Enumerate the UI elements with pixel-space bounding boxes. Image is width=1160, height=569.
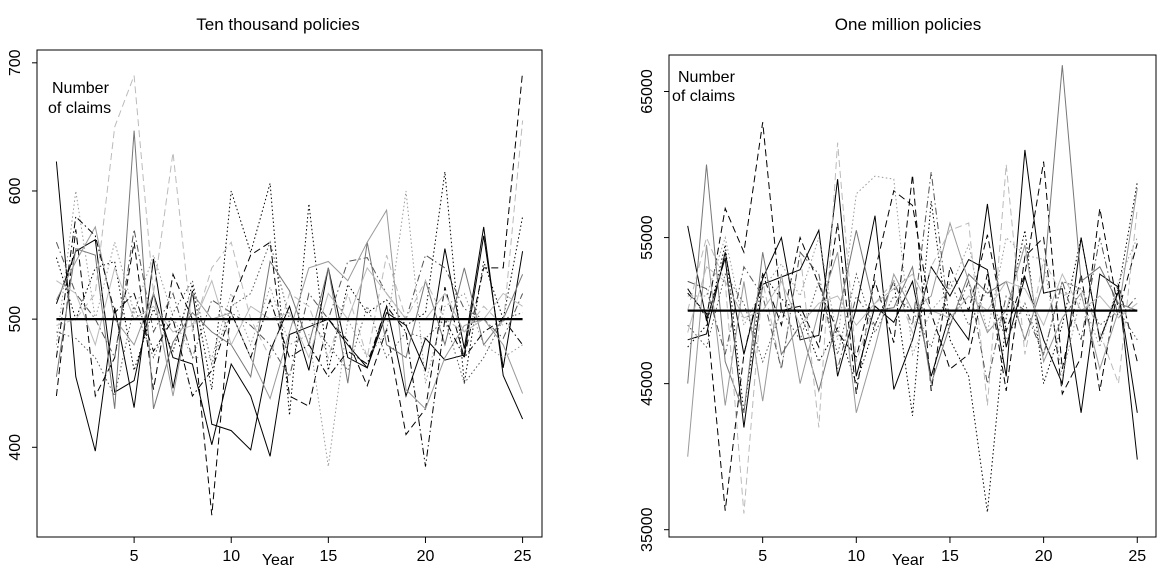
left-panel: Ten thousand policies Number of claims 5… [7, 15, 543, 569]
x-tick-label: 10 [847, 548, 865, 565]
series-line-12 [687, 272, 1138, 364]
series-line-8 [55, 190, 523, 467]
annotation-line-1: Number [52, 80, 110, 97]
series-group [687, 65, 1138, 514]
x-tick-label: 5 [758, 548, 767, 565]
y-tick-label: 65000 [639, 69, 656, 114]
x-tick-label: 20 [1035, 548, 1053, 565]
x-tick-label: 25 [1128, 548, 1146, 565]
series-line-8 [687, 175, 1138, 377]
y-tick-label: 35000 [639, 507, 656, 552]
chart-title: One million policies [835, 15, 981, 34]
series-group [55, 71, 524, 516]
right-panel: One million policies Number of claims 5 1… [639, 15, 1157, 569]
series-line-7 [55, 208, 524, 410]
x-tick-label: 15 [941, 548, 959, 565]
y-tick-label: 700 [7, 49, 24, 76]
annotation-line-2: of claims [672, 88, 735, 105]
annotation-line-2: of claims [48, 100, 111, 117]
x-axis-title: Year [262, 552, 295, 569]
x-axis-title: Year [892, 552, 925, 569]
x-tick-label: 25 [514, 548, 532, 565]
series-line-11 [55, 215, 523, 467]
x-tick-label: 20 [417, 548, 435, 565]
series-line-1 [55, 161, 524, 452]
y-tick-label: 500 [7, 306, 24, 333]
x-tick-label: 15 [319, 548, 337, 565]
chart-title: Ten thousand policies [196, 15, 360, 34]
series-line-5 [687, 182, 1138, 513]
x-tick-label: 10 [222, 548, 240, 565]
series-line-3 [687, 122, 1138, 396]
plot-frame [668, 54, 1157, 538]
x-tick-label: 5 [130, 548, 139, 565]
annotation-line-1: Number [678, 69, 736, 86]
tick-group: 5 10 15 20 25 400 500 600 700 [7, 49, 532, 565]
series-line-6 [687, 65, 1138, 413]
plot-frame [36, 49, 543, 538]
series-line-2 [687, 179, 1138, 413]
y-tick-label: 400 [7, 434, 24, 461]
y-tick-label: 600 [7, 178, 24, 205]
series-line-3 [55, 71, 524, 516]
series-line-5 [55, 229, 524, 379]
tick-group: 5 10 15 20 25 35000 45000 55000 65000 [639, 69, 1146, 565]
y-tick-label: 45000 [639, 361, 656, 406]
series-line-9 [687, 142, 1138, 514]
series-line-2 [55, 235, 524, 457]
y-tick-label: 55000 [639, 215, 656, 260]
series-line-6 [55, 130, 524, 409]
